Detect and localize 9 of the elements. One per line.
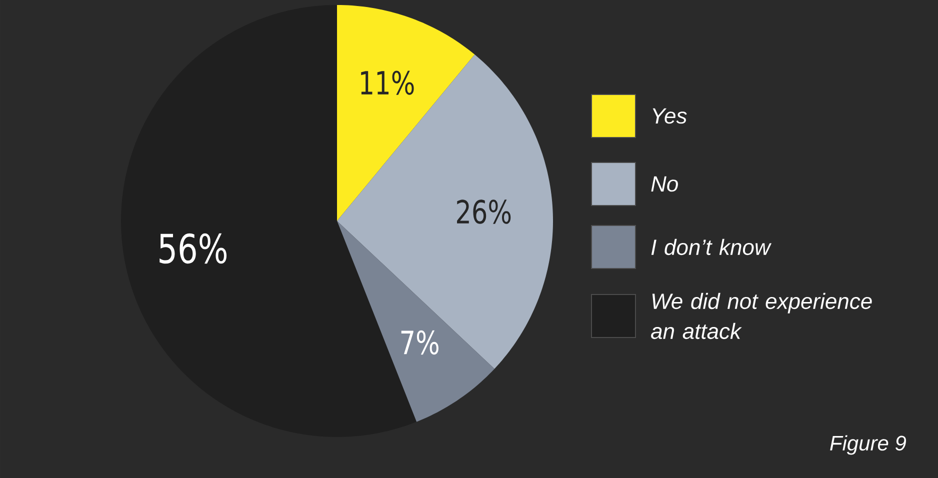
legend-label: I don’t know [651,238,772,256]
legend-label: We did not experience an attack [651,292,872,340]
legend-label: Yes [652,108,687,124]
data-label: 26% [457,200,511,224]
legend-label: No [651,176,678,192]
data-label: 11% [361,70,414,95]
data-label: 7% [401,330,438,355]
data-label: 56% [160,233,227,264]
caption: Figure 9 [830,435,906,455]
